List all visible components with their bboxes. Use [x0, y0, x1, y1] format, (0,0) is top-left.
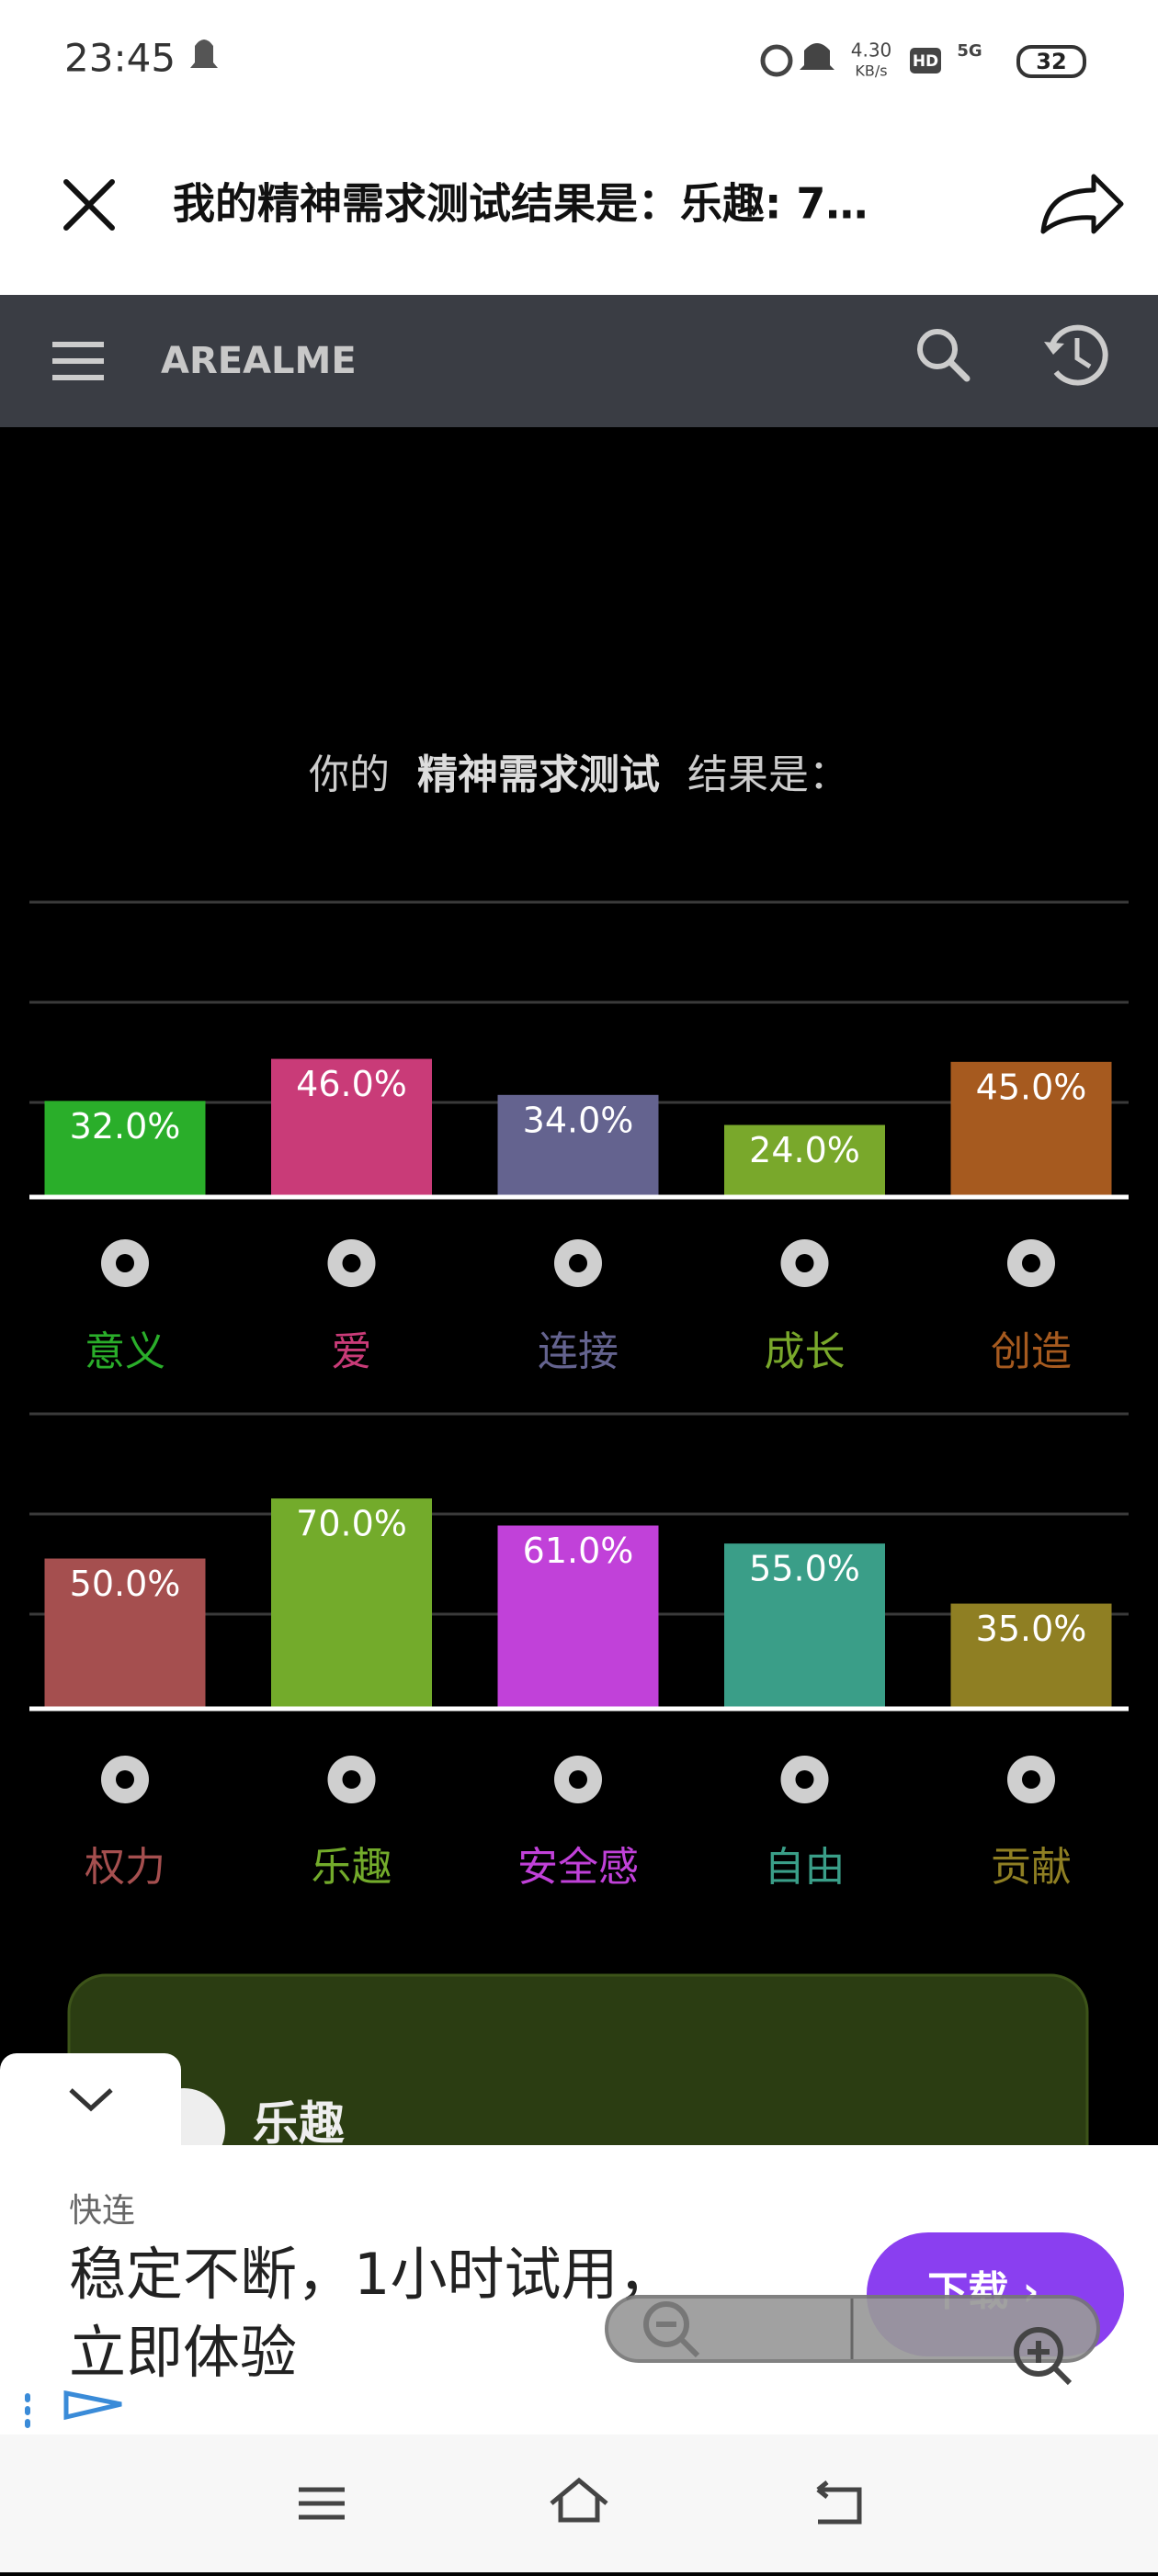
icon-shape	[342, 1254, 361, 1272]
close-button[interactable]	[63, 179, 115, 231]
menu-button[interactable]	[52, 342, 104, 380]
share-button[interactable]	[1040, 174, 1124, 234]
value-label: 45.0%	[976, 1067, 1087, 1107]
hd-label: HD	[913, 52, 938, 71]
value-label: 46.0%	[296, 1064, 407, 1104]
bar	[44, 1558, 206, 1709]
bar	[44, 1101, 206, 1197]
category-icon	[1007, 1239, 1055, 1287]
category-icon	[101, 1239, 149, 1287]
zoom-out-button[interactable]	[643, 2301, 700, 2358]
category-label: 乐趣	[312, 1844, 392, 1891]
category-label: 连接	[538, 1328, 619, 1375]
battery-level: 32	[1036, 49, 1066, 74]
value-label: 24.0%	[749, 1130, 860, 1170]
search-button[interactable]	[917, 329, 971, 382]
icon-shape	[569, 1254, 587, 1272]
status-time: 23:45	[64, 36, 176, 81]
icon-shape	[1022, 1770, 1040, 1789]
bar	[950, 1603, 1112, 1709]
category-label: 创造	[991, 1328, 1072, 1375]
category-label: 安全感	[517, 1844, 639, 1891]
category-icon	[1007, 1756, 1055, 1803]
page-title: 我的精神需求测试结果是：乐趣: 7…	[173, 179, 868, 229]
ad-line-1: 稳定不断，1小时试用，	[69, 2241, 675, 2308]
bar	[271, 1058, 432, 1197]
intro-after: 结果是：	[687, 751, 849, 798]
icon-shape	[569, 1770, 587, 1789]
icon-shape	[116, 1770, 134, 1789]
bar	[497, 1525, 659, 1709]
value-label: 35.0%	[976, 1609, 1087, 1649]
category-icon	[780, 1239, 829, 1287]
brand: AREALME	[161, 340, 357, 382]
hd-badge	[910, 48, 941, 73]
mute-icon	[800, 43, 834, 70]
system-nav-bar	[0, 2435, 1158, 2572]
recent-apps-button[interactable]	[299, 2487, 345, 2520]
category-icon	[327, 1756, 376, 1803]
bar	[497, 1094, 659, 1197]
category-icon	[780, 1756, 829, 1803]
category-icon	[554, 1239, 602, 1287]
category-label: 自由	[765, 1844, 846, 1891]
value-label: 32.0%	[70, 1106, 181, 1147]
icon-shape	[1022, 1254, 1040, 1272]
battery	[1016, 45, 1086, 78]
collapse-chevron	[69, 2088, 113, 2112]
zoom-in-button[interactable]	[1014, 2327, 1073, 2386]
value-label: 61.0%	[523, 1531, 634, 1571]
card-title: 乐趣	[253, 2097, 345, 2151]
category-label: 爱	[332, 1328, 372, 1375]
network-type: 5G	[957, 41, 982, 61]
nav-bar	[0, 295, 1158, 427]
icon-shape	[116, 1254, 134, 1272]
bar	[950, 1061, 1112, 1197]
value-label: 55.0%	[749, 1549, 860, 1589]
category-label: 贡献	[991, 1844, 1072, 1891]
charts: 32.0% 意义 46.0% 爱 34.0% 连接 24.0% 成长 45.0% 创造 50.0% 权…	[29, 900, 1129, 1891]
category-icon	[554, 1756, 602, 1803]
bar	[724, 1543, 885, 1709]
value-label: 70.0%	[296, 1504, 407, 1544]
home-button[interactable]	[550, 2477, 608, 2523]
intro-before: 你的	[309, 751, 390, 798]
top-background	[0, 0, 1158, 295]
ad-logo	[63, 2390, 122, 2421]
icon-shape	[342, 1770, 361, 1789]
back-button[interactable]	[816, 2480, 862, 2525]
history-button[interactable]	[1044, 324, 1108, 386]
bar	[271, 1498, 432, 1709]
network-speed: 4.30	[851, 40, 892, 62]
value-label: 34.0%	[523, 1100, 634, 1140]
intro-text: 你的 精神需求测试 结果是：	[309, 751, 849, 798]
category-icon	[327, 1239, 376, 1287]
intro-test-name: 精神需求测试	[417, 751, 660, 798]
ad-brand: 快连	[69, 2192, 135, 2230]
network-speed-unit: KB/s	[855, 62, 887, 80]
icon-shape	[795, 1770, 814, 1789]
category-label: 成长	[765, 1328, 846, 1375]
alarm-icon	[760, 44, 793, 77]
ad-line-2: 立即体验	[69, 2319, 297, 2386]
category-icon	[101, 1756, 149, 1803]
icon-shape	[795, 1254, 814, 1272]
value-label: 50.0%	[70, 1564, 181, 1604]
category-label: 意义	[85, 1328, 165, 1375]
bar	[724, 1124, 885, 1197]
notification-icon	[190, 40, 218, 68]
category-label: 权力	[85, 1844, 165, 1891]
